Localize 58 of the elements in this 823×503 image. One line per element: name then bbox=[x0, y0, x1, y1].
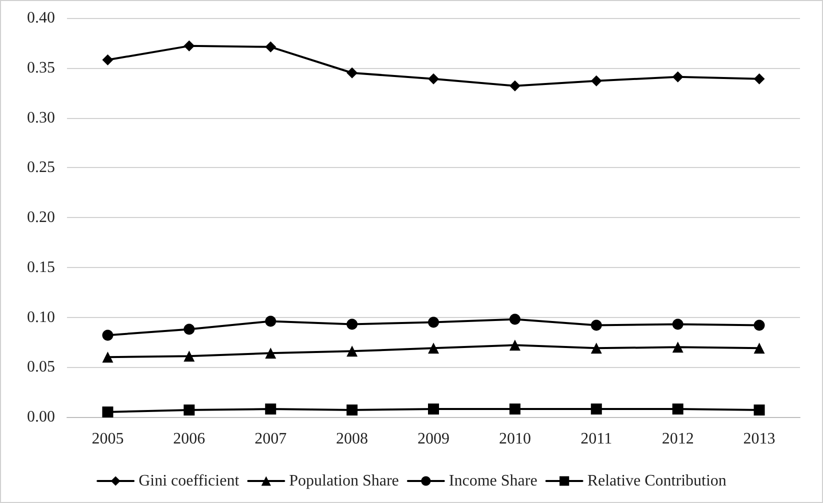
y-tick-label: 0.35 bbox=[27, 59, 55, 76]
point bbox=[672, 71, 684, 82]
point bbox=[754, 320, 765, 331]
x-tick-label: 2009 bbox=[418, 430, 450, 448]
point bbox=[346, 346, 358, 357]
point bbox=[428, 404, 439, 415]
y-tick-label: 0.05 bbox=[27, 358, 55, 376]
x-tick-label: 2005 bbox=[92, 430, 124, 448]
point bbox=[184, 40, 195, 52]
point bbox=[672, 404, 684, 415]
x-tick-label: 2012 bbox=[662, 430, 694, 448]
x-tick-label: 2006 bbox=[173, 430, 206, 448]
x-tick-label: 2010 bbox=[498, 430, 531, 448]
point bbox=[754, 342, 765, 354]
point bbox=[102, 406, 114, 418]
point bbox=[428, 73, 439, 84]
point bbox=[590, 342, 602, 354]
point bbox=[754, 404, 765, 416]
y-tick-label: 0.30 bbox=[27, 109, 55, 126]
point bbox=[102, 54, 114, 66]
x-tick-label: 2008 bbox=[336, 430, 368, 448]
point bbox=[509, 340, 520, 351]
legend-label: Gini coefficient bbox=[138, 472, 240, 490]
point bbox=[346, 67, 358, 78]
legend-label: Relative Contribution bbox=[587, 472, 726, 490]
legend-label: Income Share bbox=[448, 472, 538, 490]
point bbox=[590, 404, 602, 415]
y-tick-label: 0.00 bbox=[27, 408, 55, 426]
point bbox=[265, 348, 276, 359]
point bbox=[590, 75, 602, 86]
point bbox=[428, 342, 439, 354]
x-tick-label: 2007 bbox=[254, 430, 287, 448]
legend-label: Population Share bbox=[289, 472, 399, 490]
y-tick-label: 0.20 bbox=[27, 209, 55, 226]
point bbox=[346, 318, 358, 330]
point bbox=[102, 352, 114, 363]
point bbox=[509, 80, 520, 92]
point bbox=[672, 318, 684, 330]
point bbox=[509, 404, 520, 415]
point bbox=[184, 350, 195, 362]
point bbox=[590, 320, 602, 331]
point bbox=[265, 41, 276, 52]
point bbox=[509, 314, 520, 325]
y-tick-label: 0.40 bbox=[27, 10, 55, 26]
point bbox=[184, 404, 195, 416]
y-tick-label: 0.15 bbox=[27, 258, 55, 276]
x-tick-label: 2013 bbox=[743, 430, 776, 448]
x-tick-label: 2011 bbox=[580, 430, 612, 448]
point bbox=[346, 404, 358, 416]
point bbox=[754, 73, 765, 84]
point bbox=[428, 316, 439, 328]
point bbox=[265, 316, 276, 327]
point bbox=[102, 330, 114, 341]
y-tick-label: 0.25 bbox=[27, 159, 55, 176]
point bbox=[184, 324, 195, 335]
point bbox=[672, 342, 684, 353]
y-tick-label: 0.10 bbox=[27, 308, 55, 326]
point bbox=[265, 404, 276, 415]
